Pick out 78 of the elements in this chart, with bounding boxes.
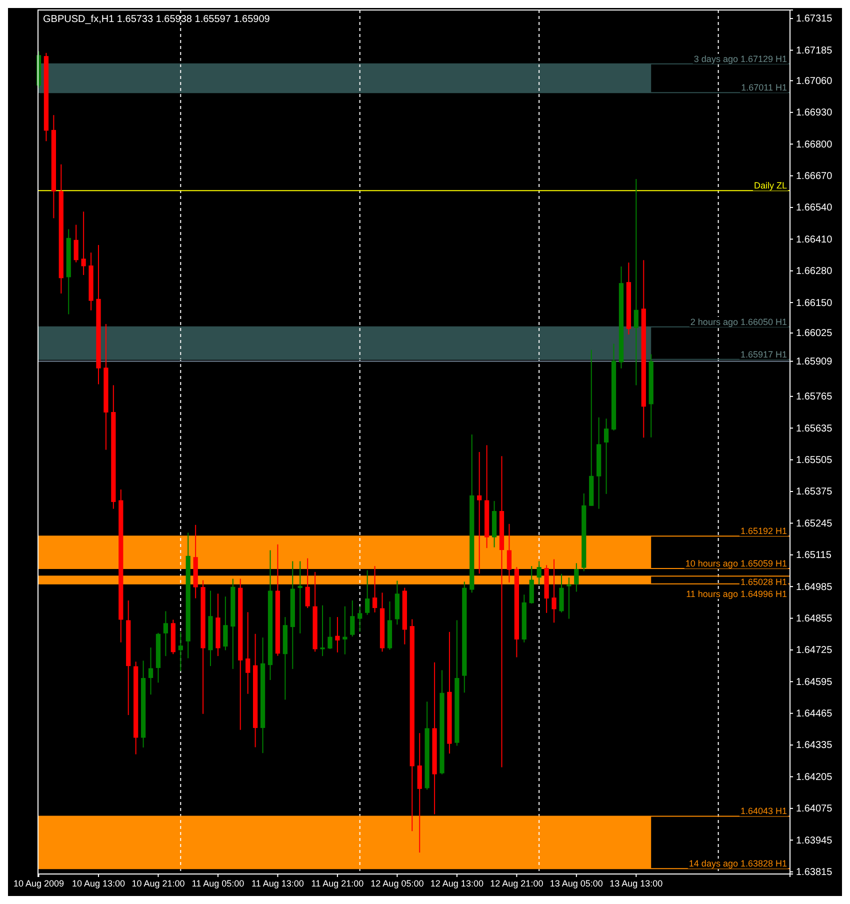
x-tick-label: 12 Aug 13:00 [430, 878, 484, 888]
y-tick-label: 1.67185 [796, 45, 833, 56]
ref-line-label: 1.65028 H1 [740, 577, 787, 588]
y-tick-label: 1.64985 [796, 582, 833, 593]
y-tick-label: 1.64725 [796, 645, 833, 656]
candlestick [328, 616, 332, 650]
candlestick [350, 600, 355, 638]
x-tick-label: 10 Aug 21:00 [132, 878, 185, 888]
candlestick [342, 606, 348, 655]
y-tick-label: 1.65245 [796, 518, 833, 530]
candlestick [529, 566, 534, 604]
x-tick-label: 10 Aug 13:00 [72, 878, 126, 888]
y-tick-label: 1.64855 [796, 613, 833, 624]
y-tick-label: 1.66280 [796, 266, 833, 278]
y-tick-label: 1.65635 [796, 423, 833, 434]
x-tick-label: 11 Aug 13:00 [252, 878, 304, 888]
candlestick [417, 732, 422, 854]
x-tick-label: 13 Aug 05:00 [550, 878, 603, 888]
ref-line-label: 11 hours ago 1.64996 H1 [686, 588, 787, 599]
y-tick-label: 1.67315 [796, 14, 833, 25]
candlestick [566, 577, 572, 620]
ref-line-label: 1.64043 H1 [740, 806, 787, 816]
y-tick-label: 1.64205 [796, 772, 833, 783]
y-tick-label: 1.66670 [796, 170, 833, 182]
y-tick-label: 1.66540 [796, 202, 833, 214]
candlestick [477, 451, 482, 574]
y-tick-label: 1.66150 [796, 298, 833, 309]
ref-line-label: 1.65192 H1 [740, 526, 787, 536]
y-tick-label: 1.66800 [796, 139, 833, 150]
y-tick-label: 1.65505 [796, 454, 833, 466]
candlestick [148, 647, 154, 696]
x-tick-label: 13 Aug 13:00 [610, 878, 663, 888]
ref-line-label: 1.67011 H1 [741, 82, 787, 93]
y-tick-label: 1.65375 [796, 486, 833, 498]
candlestick [372, 566, 378, 613]
candlestick [223, 596, 228, 651]
candlestick [320, 604, 325, 657]
candlestick [559, 573, 564, 613]
ref-line-label: Daily ZL [754, 180, 787, 191]
candlestick [178, 631, 183, 672]
candlestick [365, 570, 370, 616]
y-tick-label: 1.66025 [796, 328, 833, 340]
candlestick [536, 560, 542, 585]
ref-line-label: 14 days ago 1.63828 H1 [688, 858, 787, 869]
candlestick [163, 610, 168, 657]
candlestick [81, 211, 86, 276]
candlestick [74, 224, 78, 263]
y-tick-label: 1.65765 [796, 392, 833, 403]
x-tick-label: 10 Aug 2009 [13, 878, 64, 888]
x-tick-label: 12 Aug 21:00 [490, 878, 544, 888]
candlestick [552, 558, 556, 624]
x-tick-label: 11 Aug 05:00 [192, 878, 244, 888]
ref-line-label: 3 days ago 1.67129 H1 [694, 54, 787, 64]
y-tick-label: 1.64075 [796, 804, 833, 815]
y-tick-label: 1.63945 [796, 835, 833, 846]
candlestick [335, 616, 340, 653]
candlestick [574, 562, 579, 592]
y-tick-label: 1.63815 [796, 867, 833, 878]
y-tick-label: 1.64335 [796, 740, 833, 752]
chart-title: GBPUSD_fx,H1 1.65733 1.65938 1.65597 1.65909 [43, 14, 270, 25]
y-tick-label: 1.66410 [796, 234, 833, 246]
candlestick [305, 558, 310, 609]
x-tick-label: 12 Aug 05:00 [370, 878, 424, 888]
candlestick [604, 418, 609, 494]
y-tick-label: 1.65909 [796, 356, 833, 368]
candlestick [506, 523, 512, 583]
y-tick-label: 1.67060 [796, 76, 833, 87]
ref-line-label: 1.65917 H1 [740, 349, 787, 360]
y-tick-label: 1.64465 [796, 708, 833, 720]
y-tick-label: 1.65115 [796, 550, 832, 562]
y-tick-label: 1.66930 [796, 108, 833, 119]
x-tick-label: 11 Aug 21:00 [311, 878, 364, 888]
candlestick [358, 606, 362, 632]
candlestick [634, 178, 638, 386]
ref-line-label: 2 hours ago 1.66050 H1 [690, 316, 787, 327]
candlestick [246, 612, 250, 694]
ref-line-label: 10 hours ago 1.65059 H1 [685, 558, 787, 569]
y-tick-label: 1.64595 [796, 676, 833, 688]
